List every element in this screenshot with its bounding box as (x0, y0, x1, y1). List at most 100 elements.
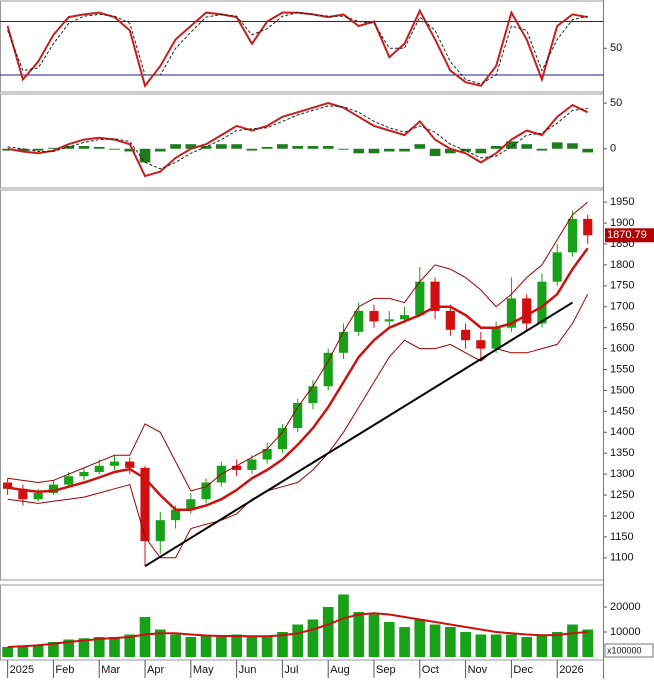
y-tick-label: 1550 (610, 363, 634, 375)
bar (383, 148, 395, 152)
x-tick-label: Dec (513, 664, 533, 676)
y-tick-label: 10000 (610, 626, 641, 638)
candle-body (3, 482, 13, 489)
bar (292, 146, 304, 149)
candle-body (186, 499, 196, 510)
y-tick-label: 1300 (610, 468, 634, 480)
candle-body (567, 218, 578, 253)
bar (506, 141, 517, 149)
bar (231, 144, 242, 149)
bar (200, 635, 212, 657)
bar (414, 144, 426, 149)
bar (32, 644, 44, 657)
y-tick-label: 1400 (610, 426, 634, 438)
bar (475, 148, 487, 154)
bar (170, 634, 181, 657)
bar (444, 148, 456, 154)
bar (521, 637, 533, 657)
bar (353, 148, 365, 154)
bar (124, 634, 136, 657)
bar (124, 148, 136, 152)
bar (154, 629, 166, 657)
y-tick-label: 1250 (610, 489, 634, 501)
bar (139, 617, 151, 657)
candle-body (277, 428, 287, 450)
bar (414, 619, 426, 657)
bar (582, 629, 594, 657)
bar (536, 634, 548, 657)
candle-body (338, 331, 349, 353)
bar (185, 637, 197, 657)
candle-body (201, 482, 211, 500)
candle-body (323, 352, 333, 387)
line (7, 12, 588, 85)
bar (460, 148, 471, 152)
candle-body (64, 476, 74, 485)
candle-body (170, 509, 181, 521)
y-tick-label: 1500 (610, 384, 634, 396)
bar (63, 639, 75, 657)
candle-body (262, 449, 272, 460)
candle-body (18, 488, 28, 500)
candle-body (79, 472, 89, 477)
bar (383, 622, 395, 657)
bar (551, 142, 563, 149)
x-tick-label: May (193, 664, 214, 676)
candle-body (293, 402, 303, 429)
line (7, 612, 588, 648)
x-tick-label: Aug (330, 664, 350, 676)
bar (48, 642, 59, 657)
line (7, 105, 588, 170)
bar (582, 148, 594, 153)
bar (429, 148, 441, 157)
bar (2, 647, 13, 657)
candle-body (308, 386, 318, 403)
x-tick-label: Jul (284, 664, 298, 676)
y-tick-label: 1900 (610, 217, 634, 229)
candle-body (369, 310, 379, 322)
y-tick-label: 1450 (610, 405, 634, 417)
candle-body (476, 340, 486, 349)
candle-body (354, 310, 364, 332)
candle-body (48, 484, 59, 493)
trendline (144, 301, 573, 568)
bar (93, 146, 105, 149)
bar (353, 612, 365, 657)
bar (567, 143, 578, 149)
x-tick-label: 2025 (10, 664, 34, 676)
bar (338, 148, 349, 150)
bar (246, 637, 258, 657)
line (7, 201, 589, 492)
bar (322, 607, 334, 657)
bar (307, 146, 319, 149)
bar (307, 619, 319, 657)
candle-body (415, 281, 425, 316)
candle-body (537, 281, 547, 324)
x-tick-label: Nov (468, 664, 488, 676)
y-tick-label: 0 (610, 143, 616, 155)
y-tick-label: 1750 (610, 280, 634, 292)
bar (490, 146, 502, 149)
bar (277, 144, 288, 149)
bar (399, 148, 410, 152)
bar (475, 634, 487, 657)
line (7, 102, 589, 178)
candle-body (247, 459, 257, 470)
bar (109, 637, 120, 657)
candle-body (125, 461, 135, 468)
bar (368, 148, 380, 154)
y-tick-label: 20000 (610, 601, 641, 613)
bar (139, 148, 151, 163)
panel-frame (0, 189, 604, 581)
x-tick-label: Sep (376, 664, 396, 676)
bar (506, 634, 517, 657)
bar (322, 146, 334, 149)
y-tick-label: 1200 (610, 510, 634, 522)
candle-body (445, 310, 455, 330)
y-tick-label: 1800 (610, 259, 634, 271)
bar (216, 637, 227, 657)
bar (48, 147, 59, 149)
bar (246, 148, 258, 151)
